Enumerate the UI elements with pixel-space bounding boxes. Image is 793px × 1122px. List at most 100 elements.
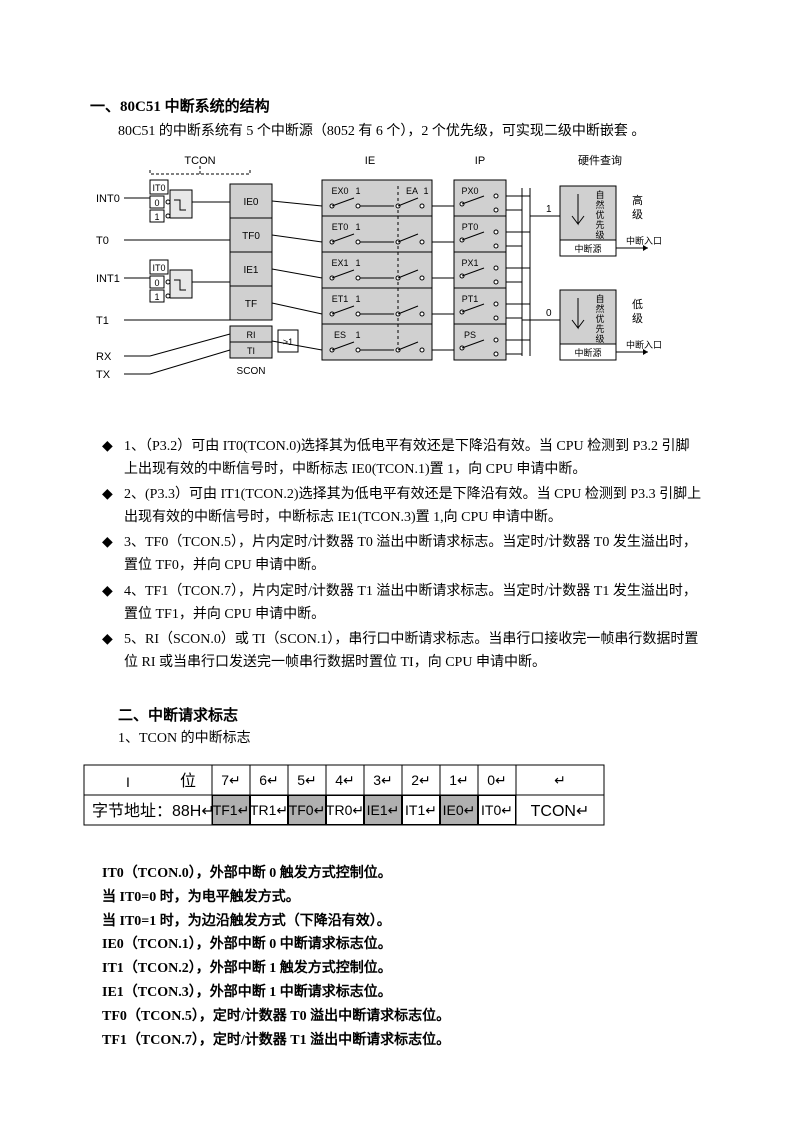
svg-text:IE1: IE1: [243, 265, 258, 276]
svg-text:PS: PS: [464, 330, 476, 340]
svg-text:中断源: 中断源: [574, 243, 601, 254]
svg-text:然: 然: [595, 199, 604, 210]
svg-text:ET0: ET0: [332, 222, 349, 232]
svg-text:中断源: 中断源: [574, 347, 601, 358]
svg-text:TCON: TCON: [184, 155, 215, 167]
svg-text:TX: TX: [96, 369, 111, 381]
svg-text:低: 低: [632, 298, 643, 311]
def-line: IE1（TCON.3），外部中断 1 中断请求标志位。: [102, 981, 703, 1005]
section1-intro: 80C51 的中断系统有 5 个中断源（8052 有 6 个），2 个优先级，可…: [118, 120, 703, 140]
svg-text:IT0: IT0: [152, 183, 165, 193]
svg-text:IE: IE: [365, 155, 375, 167]
svg-text:3↵: 3↵: [373, 772, 393, 788]
svg-text:IP: IP: [475, 155, 485, 167]
svg-text:IT0: IT0: [152, 263, 165, 273]
svg-text:ET1: ET1: [332, 294, 349, 304]
svg-text:EX1: EX1: [331, 258, 348, 268]
svg-text:TI: TI: [247, 346, 255, 356]
svg-text:自: 自: [595, 293, 604, 304]
svg-text:1: 1: [355, 222, 360, 232]
svg-text:↵: ↵: [554, 772, 566, 788]
svg-text:>1: >1: [283, 337, 293, 347]
def-line: IE0（TCON.1），外部中断 0 中断请求标志位。: [102, 933, 703, 957]
svg-text:PX1: PX1: [461, 258, 478, 268]
svg-text:优: 优: [595, 209, 604, 220]
svg-text:级: 级: [595, 229, 604, 240]
def-line: 当 IT0=1 时，为边沿触发方式（下降沿有效）。: [102, 910, 703, 934]
bullet-item: ◆5、RI（SCON.0）或 TI（SCON.1），串行口中断请求标志。当串行口…: [102, 628, 703, 674]
svg-text:级: 级: [632, 312, 643, 325]
tcon-register-table: 位I7↵6↵5↵4↵3↵2↵1↵0↵↵字节地址：88H↵TF1↵TR1↵TF0↵…: [80, 761, 703, 836]
svg-text:EX0: EX0: [331, 186, 348, 196]
svg-text:IT0↵: IT0↵: [481, 802, 513, 818]
bullet-item: ◆3、TF0（TCON.5），片内定时/计数器 T0 溢出中断请求标志。当定时/…: [102, 531, 703, 577]
svg-text:1: 1: [355, 186, 360, 196]
svg-text:级: 级: [632, 208, 643, 221]
svg-text:0↵: 0↵: [487, 772, 507, 788]
section2-title: 二、中断请求标志: [118, 704, 703, 725]
svg-text:0: 0: [154, 198, 159, 208]
svg-text:PT0: PT0: [462, 222, 479, 232]
svg-text:中断入口: 中断入口: [626, 235, 662, 246]
svg-text:优: 优: [595, 313, 604, 324]
svg-text:1: 1: [154, 212, 159, 222]
svg-text:TR0↵: TR0↵: [326, 802, 364, 818]
svg-text:PT1: PT1: [462, 294, 479, 304]
svg-text:先: 先: [595, 219, 604, 230]
svg-text:TF: TF: [245, 299, 257, 310]
svg-text:I: I: [126, 774, 130, 790]
svg-text:1: 1: [423, 186, 428, 196]
def-line: IT0（TCON.0），外部中断 0 触发方式控制位。: [102, 862, 703, 886]
svg-text:SCON: SCON: [237, 366, 266, 377]
svg-text:位: 位: [180, 772, 196, 790]
bit-definitions: IT0（TCON.0），外部中断 0 触发方式控制位。当 IT0=0 时，为电平…: [102, 862, 703, 1052]
svg-text:0: 0: [546, 308, 552, 319]
svg-text:0: 0: [154, 278, 159, 288]
svg-text:PX0: PX0: [461, 186, 478, 196]
svg-text:TCON↵: TCON↵: [531, 803, 590, 820]
svg-text:2↵: 2↵: [411, 772, 431, 788]
svg-text:5↵: 5↵: [297, 772, 317, 788]
svg-text:1: 1: [355, 330, 360, 340]
svg-text:IE0↵: IE0↵: [443, 802, 476, 818]
svg-text:INT1: INT1: [96, 273, 120, 285]
svg-text:高: 高: [632, 193, 643, 207]
bullet-item: ◆1、（P3.2）可由 IT0(TCON.0)选择其为低电平有效还是下降沿有效。…: [102, 435, 703, 481]
svg-text:先: 先: [595, 323, 604, 334]
section1-title: 一、80C51 中断系统的结构: [90, 95, 703, 116]
svg-text:7↵: 7↵: [221, 772, 241, 788]
def-line: TF1（TCON.7），定时/计数器 T1 溢出中断请求标志位。: [102, 1029, 703, 1053]
bullet-list: ◆1、（P3.2）可由 IT0(TCON.0)选择其为低电平有效还是下降沿有效。…: [102, 435, 703, 674]
svg-text:INT0: INT0: [96, 193, 120, 205]
svg-text:4↵: 4↵: [335, 772, 355, 788]
def-line: 当 IT0=0 时，为电平触发方式。: [102, 886, 703, 910]
svg-text:级: 级: [595, 333, 604, 344]
svg-text:TR1↵: TR1↵: [250, 802, 288, 818]
svg-text:TF0: TF0: [242, 231, 260, 242]
def-line: IT1（TCON.2），外部中断 1 触发方式控制位。: [102, 957, 703, 981]
svg-text:IE1↵: IE1↵: [367, 802, 400, 818]
svg-text:自: 自: [595, 189, 604, 200]
svg-text:1: 1: [355, 258, 360, 268]
svg-text:1↵: 1↵: [449, 772, 469, 788]
svg-text:EA: EA: [406, 186, 418, 196]
bullet-item: ◆2、(P3.3）可由 IT1(TCON.2)选择其为低电平有效还是下降沿有效。…: [102, 483, 703, 529]
svg-text:1: 1: [546, 204, 552, 215]
svg-text:IT1↵: IT1↵: [405, 802, 437, 818]
svg-text:然: 然: [595, 303, 604, 314]
svg-text:RI: RI: [247, 330, 256, 340]
section2-sub: 1、TCON 的中断标志: [118, 727, 703, 747]
svg-text:1: 1: [355, 294, 360, 304]
bullet-item: ◆4、TF1（TCON.7），片内定时/计数器 T1 溢出中断请求标志。当定时/…: [102, 580, 703, 626]
svg-text:IE0: IE0: [243, 197, 258, 208]
svg-text:T0: T0: [96, 235, 109, 247]
svg-text:RX: RX: [96, 351, 112, 363]
def-line: TF0（TCON.5），定时/计数器 T0 溢出中断请求标志位。: [102, 1005, 703, 1029]
svg-text:T1: T1: [96, 315, 109, 327]
svg-text:字节地址：88H↵: 字节地址：88H↵: [92, 802, 215, 820]
interrupt-structure-diagram: TCON IE IP 硬件查询 INT0 T0 INT1 T1 RX TX IT0 0 1 IT0 0 1 IE…: [90, 150, 703, 415]
svg-text:ES: ES: [334, 330, 346, 340]
svg-text:TF0↵: TF0↵: [289, 802, 326, 818]
svg-text:硬件查询: 硬件查询: [578, 153, 622, 167]
svg-text:TF1↵: TF1↵: [213, 802, 250, 818]
